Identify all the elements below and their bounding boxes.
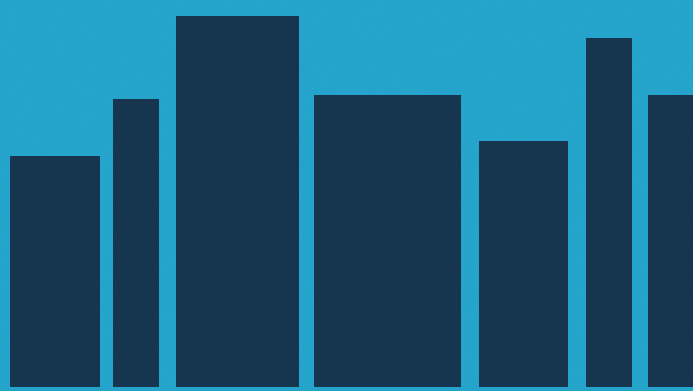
grain-overlay bbox=[0, 0, 693, 391]
abstract-bars-graphic bbox=[0, 0, 693, 391]
bars-illustration bbox=[0, 0, 693, 391]
